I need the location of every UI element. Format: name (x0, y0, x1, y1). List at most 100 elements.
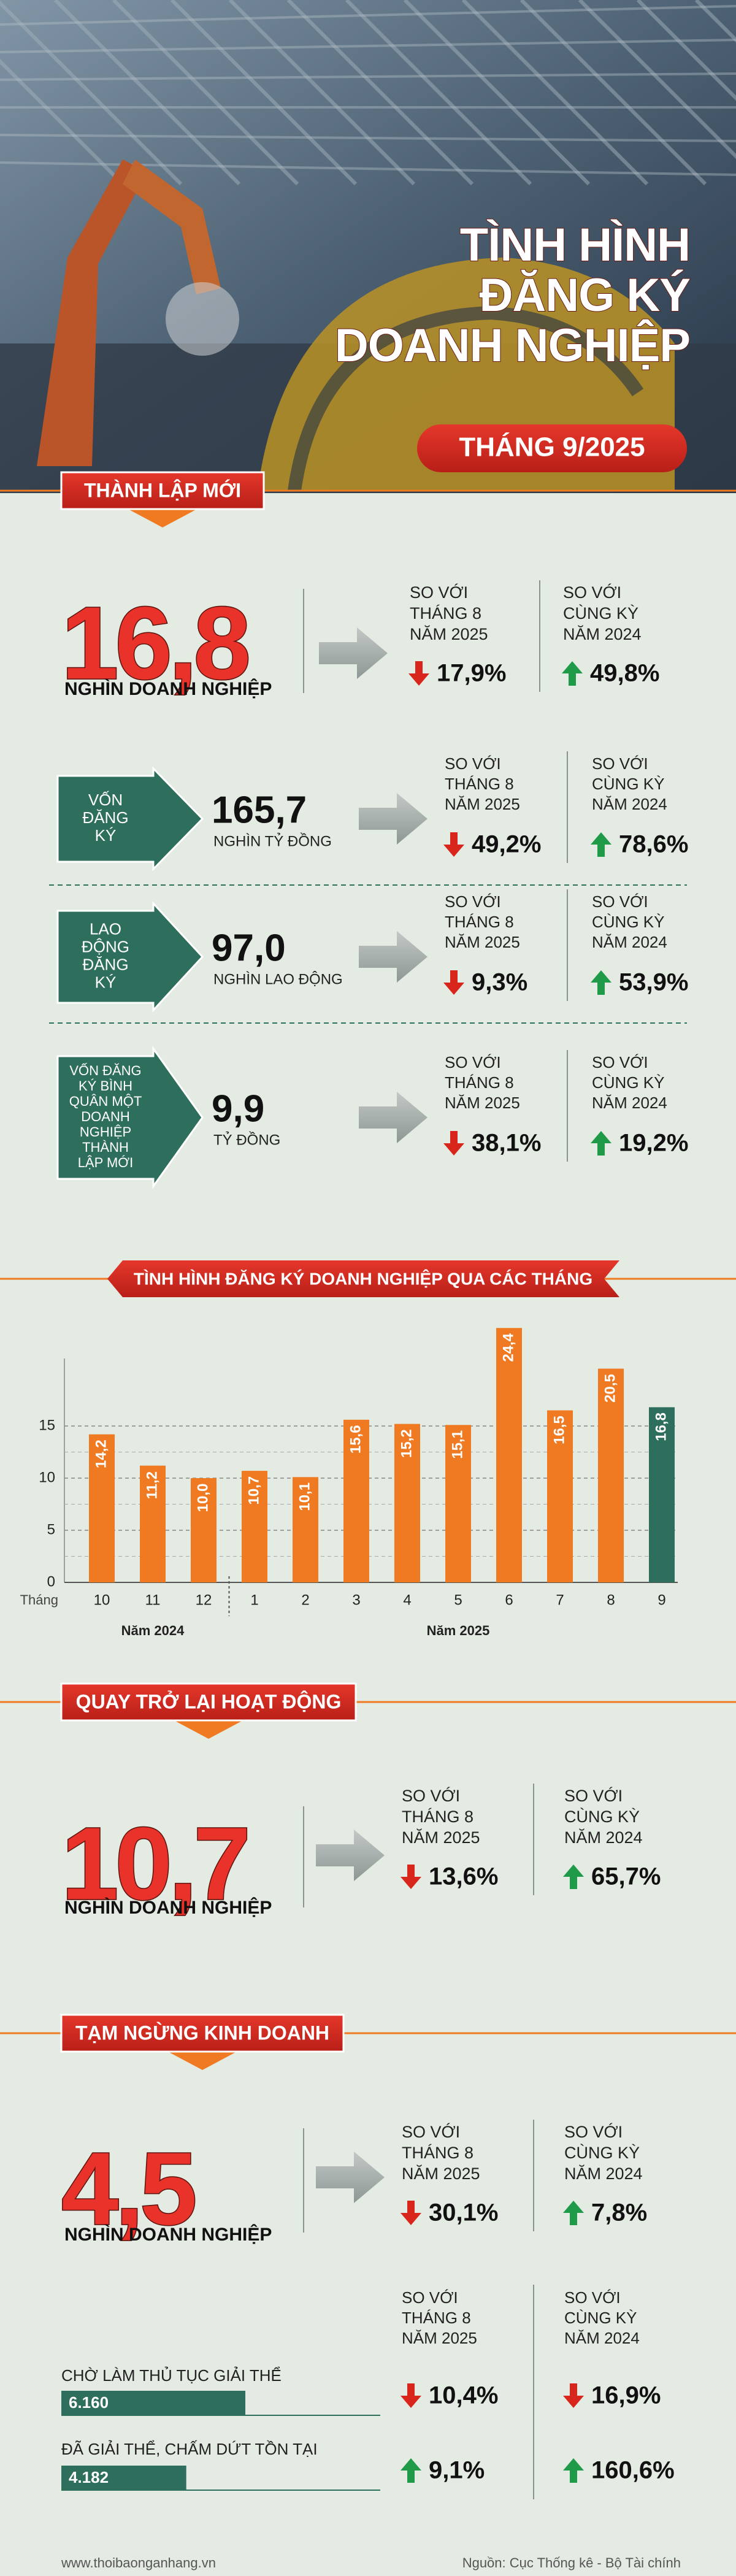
bar-value-label: 10,0 (194, 1484, 211, 1512)
y-tick-label: 0 (47, 1573, 55, 1590)
bar-value-label: 10,7 (245, 1476, 262, 1505)
metric-unit: NGHÌN TỶ ĐỒNG (213, 832, 332, 849)
roof-beam (403, 0, 591, 186)
year-label: Năm 2024 (121, 1623, 185, 1638)
change-value: 38,1% (472, 1130, 541, 1157)
metric-label: KÝ (95, 973, 117, 991)
metric-label: LẬP MỚI (78, 1155, 134, 1170)
metric-label: ĐĂNG (82, 955, 128, 973)
change-arrow-up (563, 2458, 584, 2483)
change-value: 16,9% (591, 2382, 661, 2409)
pointer-arrow (319, 627, 388, 679)
change-arrow-up (591, 1131, 611, 1156)
change-arrow-down (443, 832, 464, 857)
comparison-label: NĂM 2025 (402, 2164, 480, 2183)
footer-source: Nguồn: Cục Thống kê - Bộ Tài chính (462, 2555, 681, 2570)
change-arrow-up (401, 2458, 421, 2483)
metric-value: 165,7 (212, 789, 307, 831)
x-tick-label: 12 (196, 1592, 212, 1608)
metric-label: DOANH (81, 1109, 129, 1124)
roof-beam (519, 0, 707, 186)
comparison-label: NĂM 2024 (592, 795, 667, 813)
breakdown-label: ĐÃ GIẢI THỂ, CHẤM DỨT TỒN TẠI (61, 2440, 318, 2458)
footer-bar (0, 2548, 736, 2576)
bar (343, 1419, 369, 1582)
change-value: 65,7% (591, 1863, 661, 1890)
metric-value: 9,9 (212, 1087, 264, 1130)
bar-value-label: 10,1 (296, 1482, 313, 1511)
comparison-label: THÁNG 8 (402, 2144, 473, 2162)
metric-label: QUÂN MỘT (69, 1094, 142, 1109)
y-tick-label: 10 (39, 1469, 55, 1485)
roof-beam (578, 0, 736, 159)
x-tick-label: 11 (145, 1592, 161, 1608)
metric-label: KÝ BÌNH (79, 1078, 132, 1094)
comparison-label: SO VỚI (564, 1786, 623, 1805)
bar-value-label: 24,4 (500, 1333, 516, 1362)
title-line: ĐĂNG KÝ (480, 269, 691, 321)
bar (242, 1471, 267, 1582)
pointer-arrow (359, 931, 427, 983)
x-tick-label: 3 (352, 1592, 360, 1608)
bar-value-label: 15,1 (449, 1430, 466, 1459)
bar (293, 1477, 318, 1582)
bar (547, 1410, 573, 1582)
section-ribbon (60, 471, 265, 510)
bar (191, 1478, 217, 1582)
count-label: 6.160 (69, 2393, 109, 2412)
x-tick-label: 5 (454, 1592, 462, 1608)
roof-beam (461, 0, 649, 186)
metric-label: THÀNH (82, 1140, 129, 1155)
pointer-arrow (359, 793, 427, 845)
ribbon-pointer (126, 508, 199, 527)
x-axis-label: Tháng (20, 1592, 58, 1608)
bar (394, 1424, 420, 1582)
headline-unit: NGHÌN DOANH NGHIỆP (64, 678, 272, 699)
bar-value-label: 15,2 (398, 1429, 415, 1458)
roof-beam (286, 0, 474, 186)
x-tick-label: 1 (250, 1592, 258, 1608)
x-tick-label: 7 (556, 1592, 564, 1608)
bar (445, 1425, 471, 1582)
change-value: 7,8% (591, 2199, 647, 2226)
comparison-label: NĂM 2024 (592, 933, 667, 951)
bar-value-label: 16,5 (551, 1416, 567, 1444)
roof-beam (694, 0, 736, 43)
roof-beam (170, 0, 358, 186)
pointer-arrow (316, 2152, 385, 2203)
metric-label: ĐĂNG (82, 808, 128, 827)
y-tick-label: 5 (47, 1521, 55, 1538)
roof-truss (0, 134, 736, 142)
change-arrow-up (562, 661, 583, 686)
change-value: 9,3% (472, 969, 527, 996)
change-value: 160,6% (591, 2457, 675, 2484)
ribbon-pointer (172, 1719, 245, 1739)
section-ribbon (60, 2014, 345, 2053)
ribbon-pointer (166, 2050, 239, 2070)
comparison-label: SO VỚI (592, 892, 648, 911)
headline-value: 16,8 (61, 585, 248, 700)
comparison-label: THÁNG 8 (402, 2309, 471, 2327)
metric-label: LAO (90, 919, 121, 938)
comparison-label: SO VỚI (564, 2288, 621, 2307)
change-arrow-down (401, 2201, 421, 2225)
comparison-label: NĂM 2025 (402, 1828, 480, 1847)
change-value: 53,9% (619, 969, 688, 996)
metric-unit: NGHÌN LAO ĐỘNG (213, 970, 343, 987)
comparison-label: NĂM 2024 (564, 2164, 643, 2183)
bar (140, 1465, 166, 1582)
change-arrow-down (401, 2383, 421, 2408)
change-value: 13,6% (429, 1863, 498, 1890)
title-line: TÌNH HÌNH (460, 219, 690, 271)
bar-value-label: 16,8 (653, 1413, 669, 1441)
comparison-label: THÁNG 8 (410, 604, 481, 623)
comparison-label: SO VỚI (445, 892, 501, 911)
metric-label: KÝ (95, 826, 117, 845)
title-line: DOANH NGHIỆP (335, 319, 690, 372)
headline-unit: NGHÌN DOANH NGHIỆP (64, 1897, 272, 1918)
comparison-label: SO VỚI (564, 2122, 623, 2141)
metric-arrow (56, 1046, 204, 1189)
chart-title-ribbon (107, 1260, 619, 1297)
bar-value-label: 11,2 (144, 1471, 160, 1499)
